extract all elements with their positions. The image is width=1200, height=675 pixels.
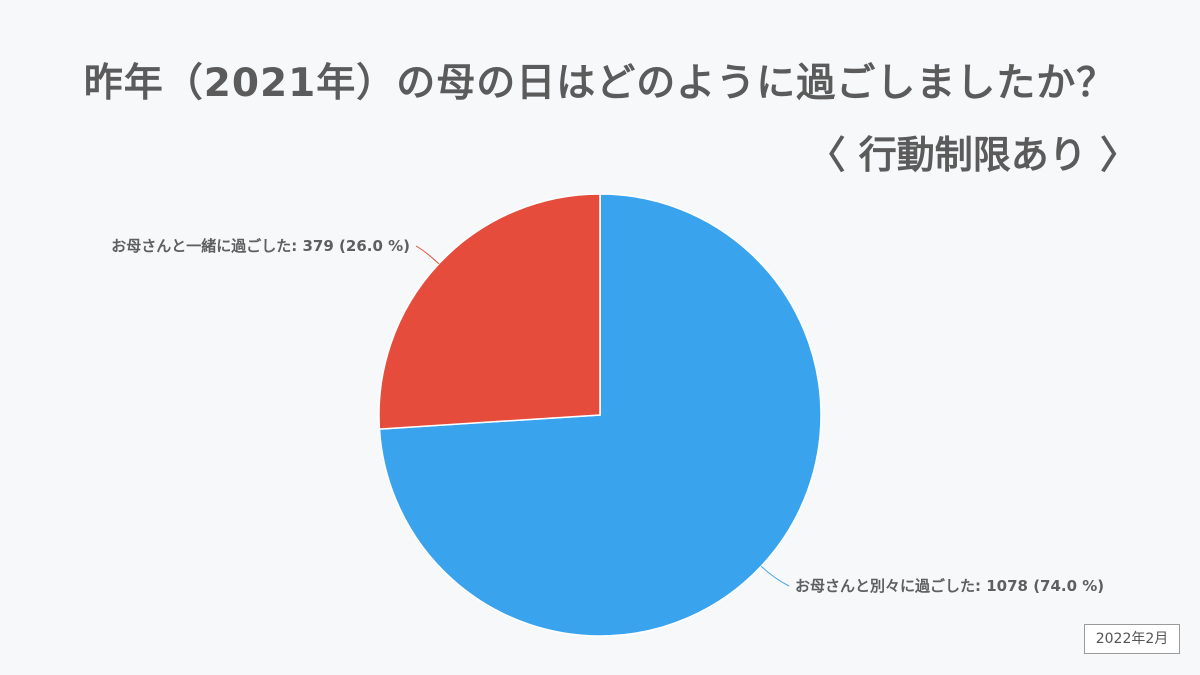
slice-labels: お母さんと別々に過ごした: 1078 (74.0 %) お母さんと一緒に過ごした:… <box>111 237 1104 595</box>
pie-slice <box>378 193 601 430</box>
slice-label: お母さんと別々に過ごした: 1078 (74.0 %) <box>795 577 1104 595</box>
pie-slices <box>378 193 822 637</box>
slice-label: お母さんと一緒に過ごした: 379 (26.0 %) <box>111 237 410 255</box>
date-badge: 2022年2月 <box>1084 624 1180 654</box>
chart-title: 昨年（2021年）の母の日はどのように過ごしましたか？ <box>83 61 1117 106</box>
leader-line <box>415 245 440 265</box>
leader-lines <box>415 245 790 587</box>
leader-line <box>760 565 790 587</box>
chart-subtitle: 〈 行動制限あり 〉 <box>807 133 1138 177</box>
